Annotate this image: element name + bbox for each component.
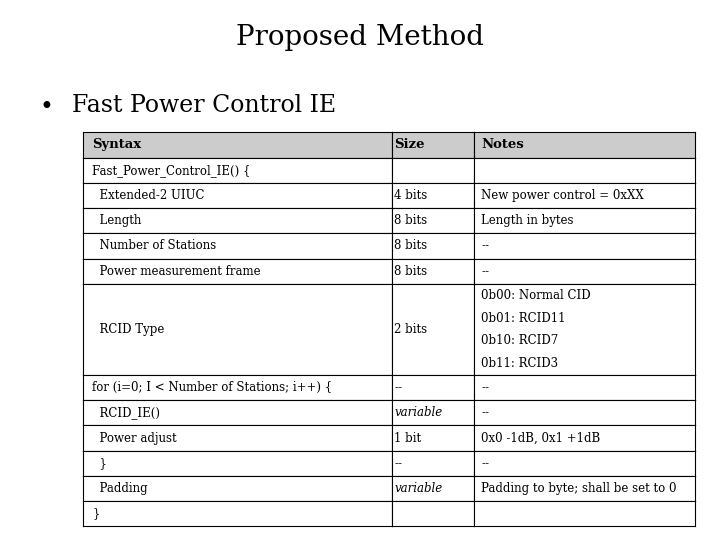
Text: }: } [92,508,99,521]
Text: Length: Length [92,214,141,227]
Text: 4 bits: 4 bits [395,189,428,202]
Text: --: -- [481,265,489,278]
Text: Syntax: Syntax [92,138,141,151]
Text: Notes: Notes [481,138,524,151]
Text: --: -- [395,457,402,470]
Text: RCID_IE(): RCID_IE() [92,406,160,419]
Text: Padding to byte; shall be set to 0: Padding to byte; shall be set to 0 [481,482,677,495]
Text: }: } [92,457,107,470]
Text: 0b11: RCID3: 0b11: RCID3 [481,357,558,370]
Text: 1 bit: 1 bit [395,431,421,444]
Text: --: -- [481,381,489,394]
Text: Extended-2 UIUC: Extended-2 UIUC [92,189,204,202]
Text: Number of Stations: Number of Stations [92,240,216,253]
Text: •: • [40,94,53,118]
Text: 8 bits: 8 bits [395,240,428,253]
Text: Length in bytes: Length in bytes [481,214,574,227]
Text: --: -- [481,457,489,470]
Text: variable: variable [395,482,443,495]
Text: Power adjust: Power adjust [92,431,176,444]
Text: 0b10: RCID7: 0b10: RCID7 [481,334,558,347]
Text: 0b01: RCID11: 0b01: RCID11 [481,312,566,325]
Text: 0b00: Normal CID: 0b00: Normal CID [481,289,590,302]
Text: Proposed Method: Proposed Method [236,24,484,51]
Text: 8 bits: 8 bits [395,265,428,278]
Text: Power measurement frame: Power measurement frame [92,265,261,278]
Text: for (i=0; I < Number of Stations; i++) {: for (i=0; I < Number of Stations; i++) { [92,381,332,394]
Text: --: -- [481,240,489,253]
Text: New power control = 0xXX: New power control = 0xXX [481,189,644,202]
Text: Fast Power Control IE: Fast Power Control IE [72,94,336,118]
Text: variable: variable [395,406,443,419]
Text: --: -- [481,406,489,419]
Text: Size: Size [395,138,425,151]
Text: 0x0 -1dB, 0x1 +1dB: 0x0 -1dB, 0x1 +1dB [481,431,600,444]
Text: Fast_Power_Control_IE() {: Fast_Power_Control_IE() { [92,164,251,177]
Text: --: -- [395,381,402,394]
Text: 2 bits: 2 bits [395,323,428,336]
Text: 8 bits: 8 bits [395,214,428,227]
Text: RCID Type: RCID Type [92,323,164,336]
Text: Padding: Padding [92,482,148,495]
